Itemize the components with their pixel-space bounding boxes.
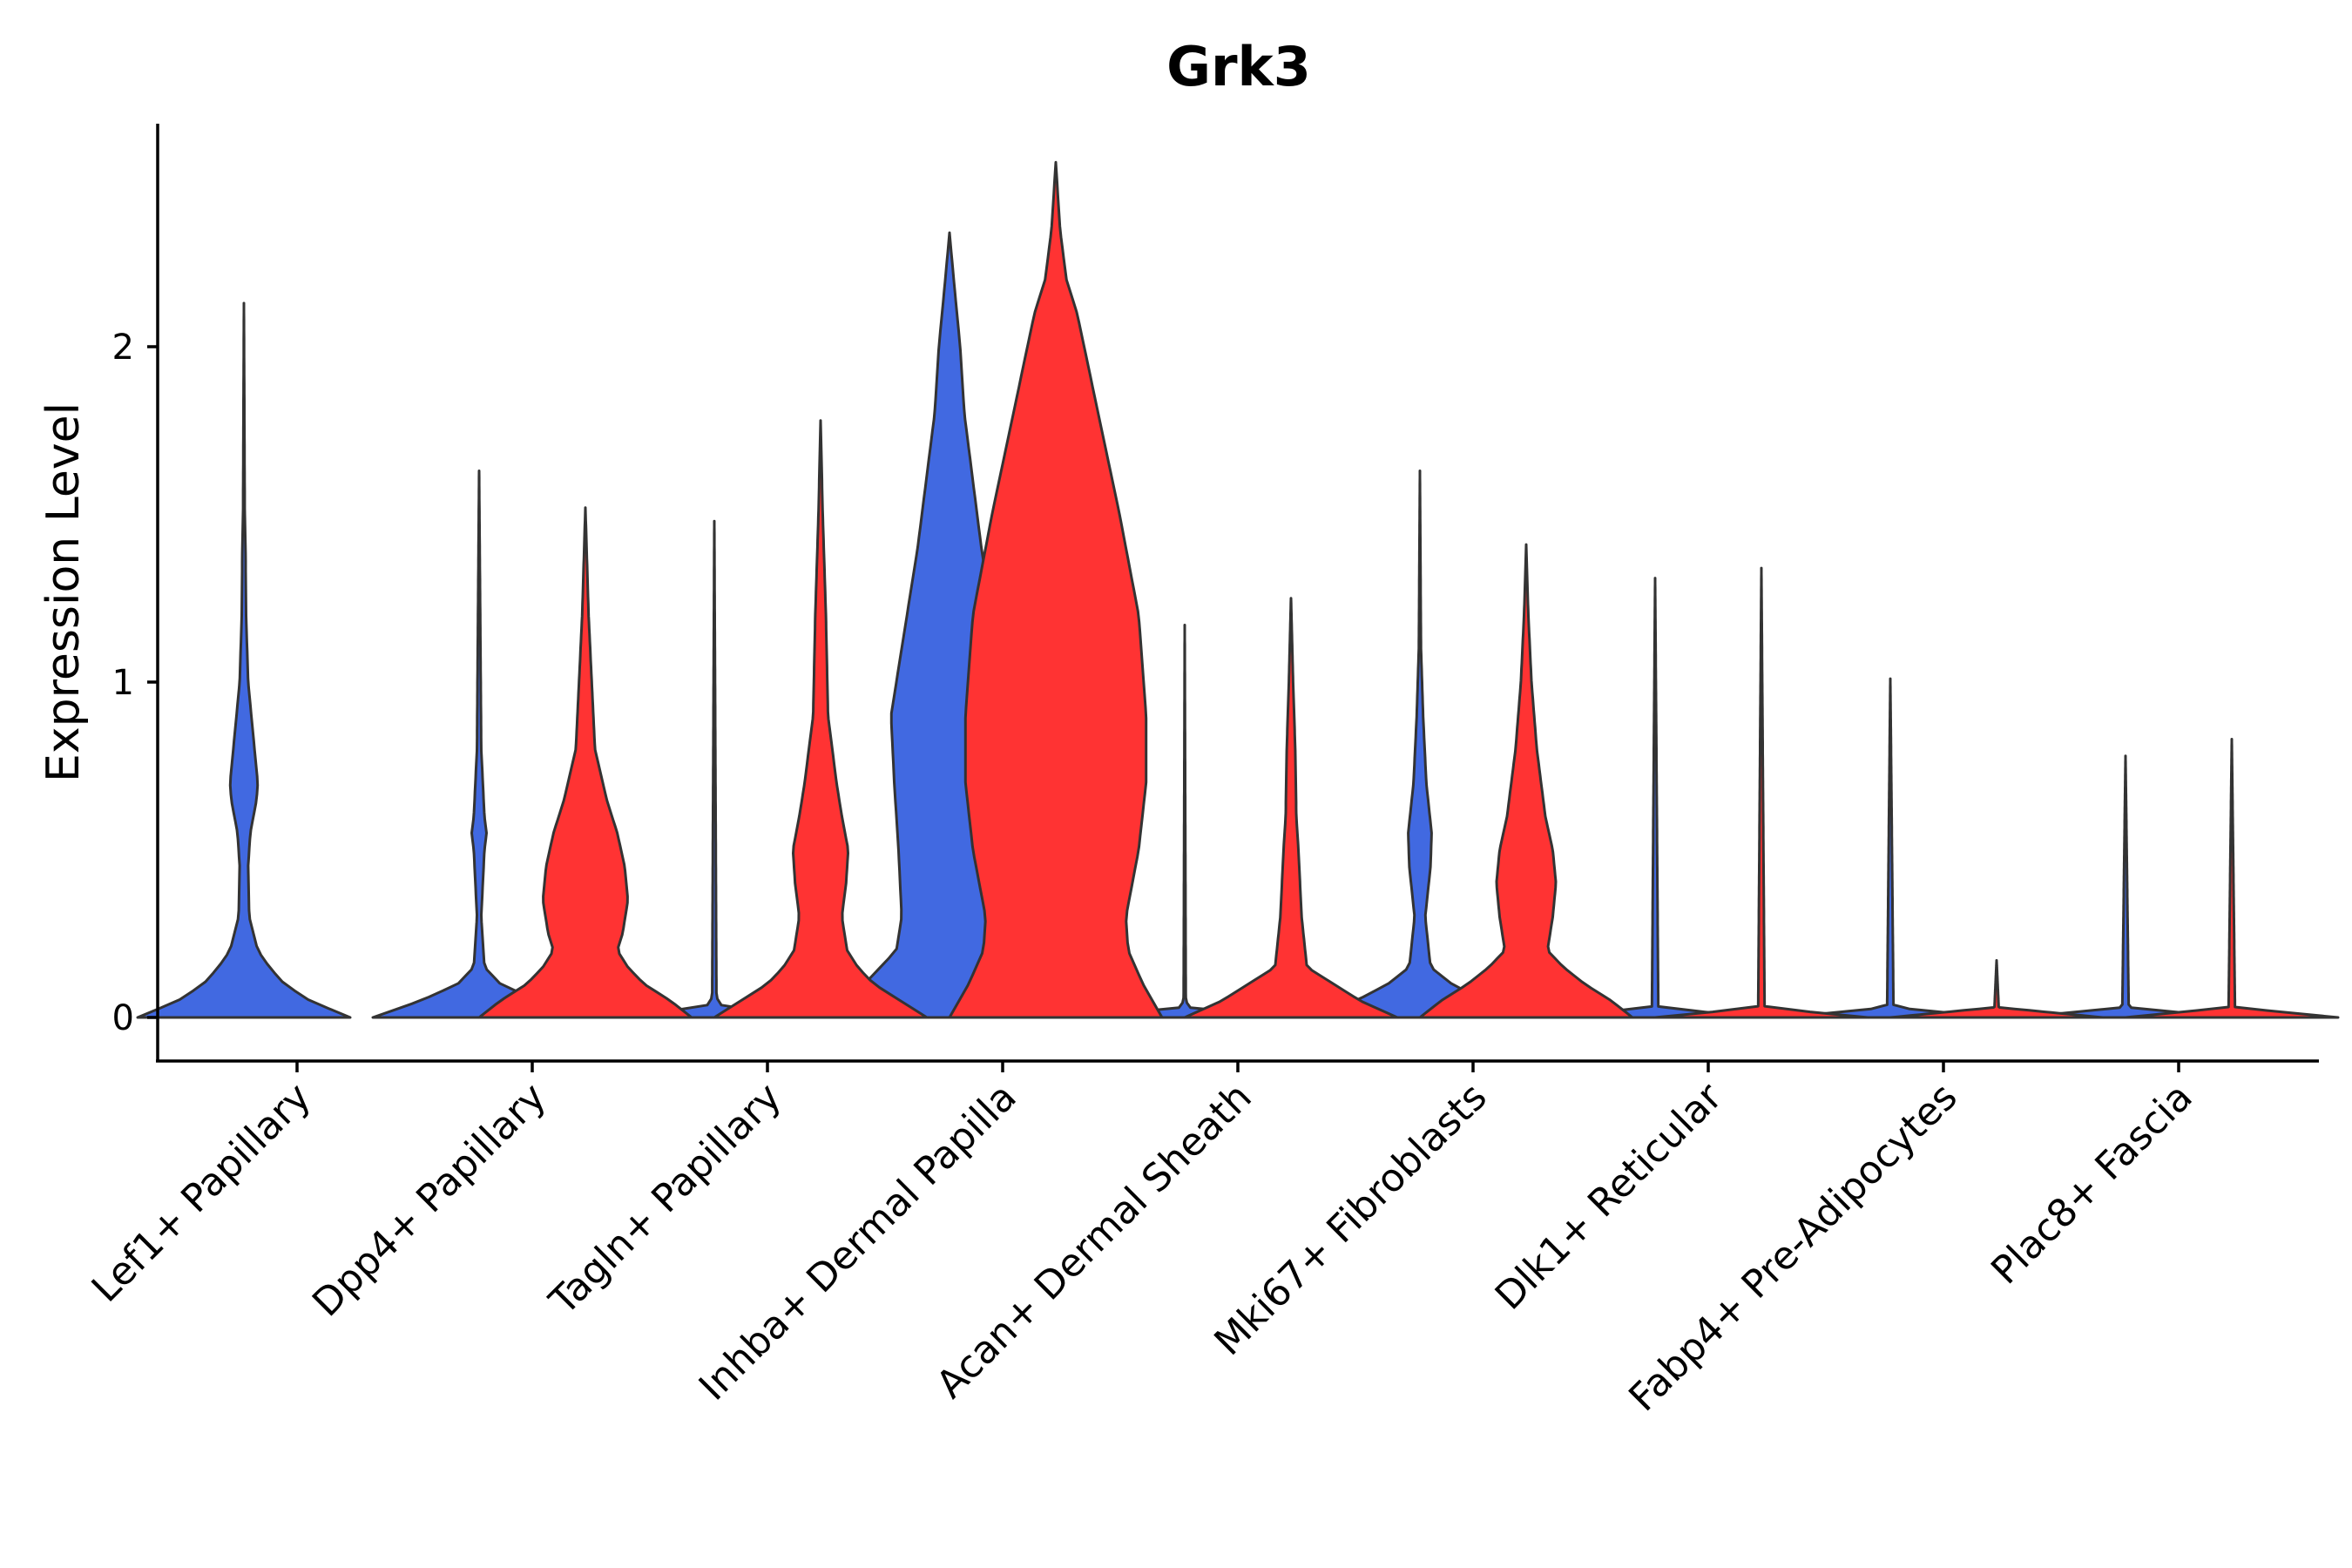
violin-group-blue-9 bbox=[2017, 754, 2234, 1019]
x-tick-label: Dlk1+ Reticular bbox=[1487, 1074, 1732, 1319]
y-tick-label: 2 bbox=[112, 328, 134, 368]
violin-group-red-7 bbox=[1653, 566, 1869, 1019]
y-tick-label: 1 bbox=[112, 663, 134, 703]
violin-group-red-2 bbox=[477, 506, 693, 1019]
x-tick-label: Tagln+ Papillary bbox=[541, 1075, 790, 1324]
violin-group-blue-7 bbox=[1547, 577, 1763, 1019]
x-tick-label: Plac8+ Fascia bbox=[1983, 1075, 2201, 1294]
violin-group-red-6 bbox=[1418, 543, 1634, 1019]
violin-group-blue-1 bbox=[136, 301, 352, 1019]
violin-group-blue-6 bbox=[1312, 470, 1528, 1019]
violin-group-red-5 bbox=[1183, 597, 1399, 1019]
violin-group-blue-2 bbox=[371, 470, 587, 1019]
x-tick-label: Lef1+ Papillary bbox=[84, 1075, 320, 1311]
violin-group-blue-3 bbox=[606, 519, 822, 1019]
y-axis-label: Expression Level bbox=[37, 402, 90, 782]
violin-group-red-9 bbox=[2124, 738, 2340, 1019]
y-ticks: 0 1 2 bbox=[112, 328, 158, 1038]
violin-group-blue-5 bbox=[1077, 624, 1293, 1019]
violin-group-red-3 bbox=[713, 419, 929, 1019]
x-tick-label: Dpp4+ Papillary bbox=[304, 1075, 555, 1326]
x-tick-label: Mki67+ Fibroblasts bbox=[1206, 1075, 1495, 1364]
violin-group-blue-8 bbox=[1782, 677, 1998, 1019]
violin-group-red-4 bbox=[948, 160, 1164, 1019]
violin-group-red-8 bbox=[1889, 959, 2105, 1019]
violins-layer bbox=[136, 160, 2340, 1019]
chart-title: Grk3 bbox=[1166, 35, 1311, 98]
y-tick-label: 0 bbox=[112, 998, 134, 1038]
